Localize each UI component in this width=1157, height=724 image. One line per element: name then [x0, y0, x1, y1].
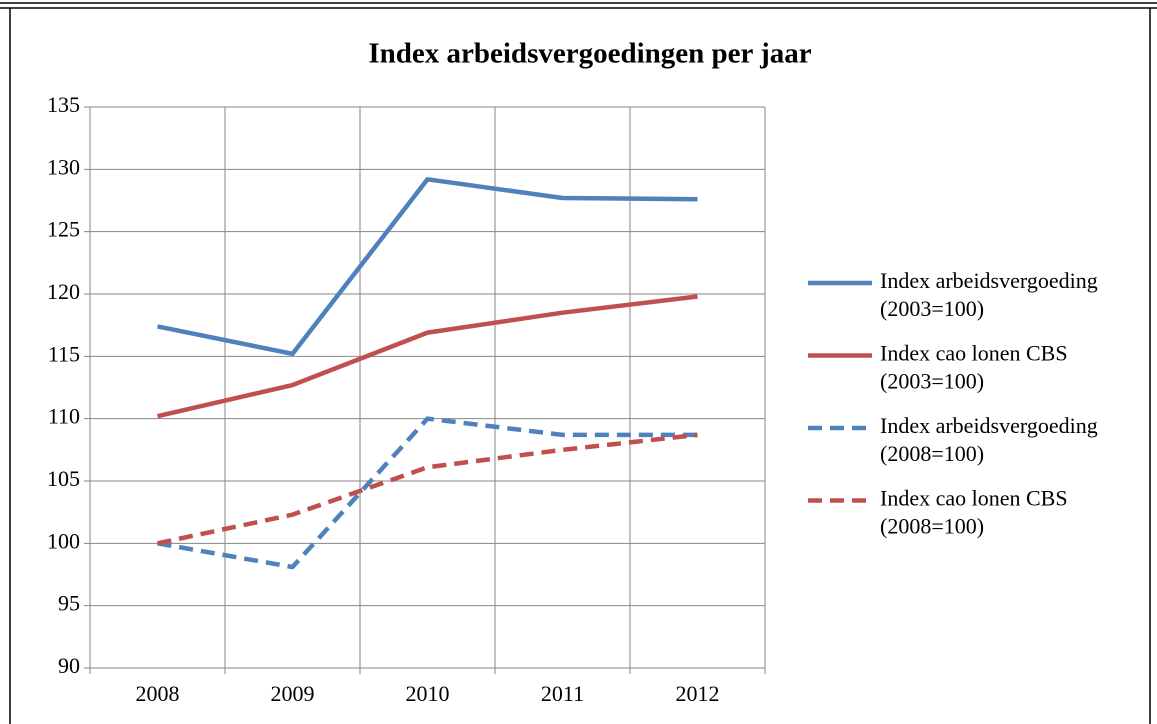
legend-label: Index cao lonen CBS (2003=100)	[880, 341, 1068, 394]
y-tick-label: 130	[47, 154, 80, 179]
legend-label: Index arbeidsvergoeding (2008=100)	[880, 413, 1098, 466]
chart-title: Index arbeidsvergoedingen per jaar	[368, 38, 811, 70]
y-tick-label: 135	[47, 92, 80, 117]
line-series	[157, 177, 698, 357]
legend-label: Index arbeidsvergoeding (2003=100)	[880, 268, 1098, 321]
y-tick-label: 120	[47, 279, 80, 304]
x-tick-label: 2012	[676, 681, 720, 706]
x-tick-label: 2011	[541, 681, 584, 706]
y-tick-label: 95	[58, 591, 80, 616]
y-tick-label: 90	[58, 653, 80, 678]
line-series	[156, 294, 698, 419]
x-tick-label: 2008	[136, 681, 180, 706]
legend-label: Index cao lonen CBS (2008=100)	[880, 486, 1068, 539]
x-tick-label: 2009	[271, 681, 315, 706]
y-tick-label: 125	[47, 217, 80, 242]
y-tick-label: 105	[47, 466, 80, 491]
y-tick-label: 115	[48, 341, 80, 366]
line-series	[157, 432, 698, 546]
x-tick-label: 2010	[406, 681, 450, 706]
line-series	[157, 416, 698, 570]
y-tick-label: 100	[47, 528, 80, 553]
y-tick-label: 110	[48, 404, 80, 429]
